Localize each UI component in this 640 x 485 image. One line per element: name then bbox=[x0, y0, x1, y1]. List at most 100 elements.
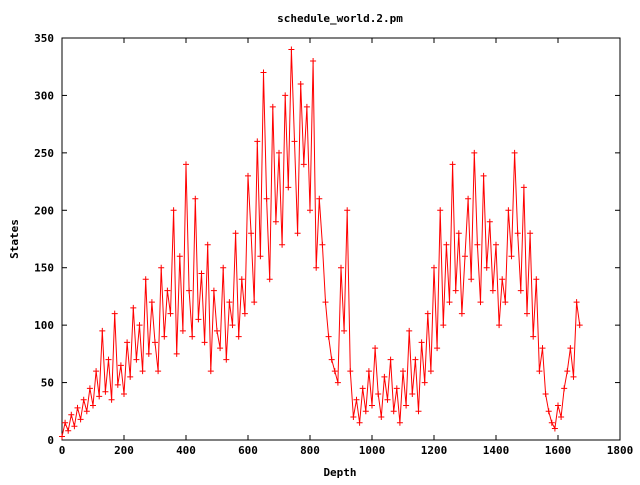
data-point bbox=[434, 345, 441, 352]
data-point bbox=[465, 195, 472, 202]
data-point bbox=[418, 339, 425, 346]
y-tick-label: 350 bbox=[34, 32, 54, 45]
data-point bbox=[406, 327, 413, 334]
data-point bbox=[334, 379, 341, 386]
data-point bbox=[424, 310, 431, 317]
data-point bbox=[201, 339, 208, 346]
data-point bbox=[307, 207, 313, 214]
data-point bbox=[558, 414, 565, 421]
data-point bbox=[502, 299, 509, 306]
x-tick-label: 800 bbox=[300, 444, 320, 457]
data-point bbox=[359, 385, 366, 392]
data-point bbox=[455, 230, 462, 237]
data-point bbox=[437, 207, 444, 214]
data-point bbox=[257, 253, 264, 260]
x-tick-label: 1600 bbox=[545, 444, 572, 457]
data-point bbox=[204, 241, 211, 248]
x-tick-label: 1000 bbox=[359, 444, 386, 457]
data-point bbox=[449, 161, 456, 168]
data-point bbox=[300, 161, 307, 168]
data-point bbox=[347, 368, 354, 375]
data-point bbox=[117, 362, 124, 369]
data-point bbox=[458, 310, 465, 317]
chart-title: schedule_world.2.pm bbox=[277, 12, 403, 25]
data-point bbox=[77, 416, 84, 423]
y-tick-label: 250 bbox=[34, 147, 54, 160]
data-point bbox=[474, 241, 481, 248]
data-point bbox=[266, 276, 273, 283]
x-axis: 0 200 400 600 800 1000 1200 1400 1600 1800 bbox=[59, 38, 633, 457]
data-point bbox=[489, 287, 496, 294]
data-point bbox=[179, 327, 186, 334]
data-point bbox=[387, 356, 394, 363]
data-point bbox=[539, 345, 546, 352]
data-point bbox=[245, 172, 251, 179]
data-point bbox=[499, 276, 506, 283]
data-point bbox=[477, 299, 484, 306]
data-point bbox=[527, 230, 534, 237]
data-point bbox=[400, 368, 406, 375]
data-point bbox=[353, 396, 360, 403]
data-point bbox=[80, 396, 87, 403]
data-point bbox=[86, 385, 93, 392]
data-point bbox=[93, 368, 100, 375]
data-point bbox=[164, 287, 171, 294]
data-point bbox=[260, 69, 267, 76]
data-point bbox=[133, 356, 140, 363]
data-point bbox=[223, 356, 230, 363]
data-point bbox=[229, 322, 236, 329]
data-point bbox=[362, 408, 369, 415]
data-point bbox=[480, 172, 487, 179]
data-point bbox=[288, 46, 295, 53]
data-point bbox=[186, 287, 193, 294]
data-point bbox=[241, 310, 248, 317]
data-point bbox=[71, 423, 78, 430]
x-tick-label: 1400 bbox=[483, 444, 510, 457]
data-point bbox=[90, 402, 96, 409]
data-point bbox=[378, 414, 385, 421]
data-point bbox=[328, 356, 335, 363]
data-point bbox=[232, 230, 239, 237]
data-point bbox=[344, 207, 351, 214]
data-point bbox=[421, 379, 428, 386]
data-point bbox=[322, 299, 329, 306]
data-point bbox=[555, 402, 561, 409]
data-point bbox=[462, 253, 468, 260]
data-point bbox=[331, 368, 338, 375]
data-point bbox=[356, 419, 363, 426]
data-point bbox=[279, 241, 286, 248]
x-axis-label: Depth bbox=[323, 466, 356, 479]
series-layer bbox=[59, 46, 583, 440]
data-point bbox=[483, 264, 490, 271]
data-point bbox=[59, 433, 65, 440]
data-point bbox=[248, 230, 255, 237]
data-point bbox=[102, 388, 109, 395]
data-point bbox=[226, 299, 233, 306]
data-point bbox=[520, 184, 527, 191]
data-point bbox=[576, 322, 583, 329]
data-point bbox=[372, 345, 379, 352]
data-point bbox=[139, 368, 146, 375]
data-point bbox=[551, 425, 558, 432]
data-point bbox=[542, 391, 549, 398]
data-point bbox=[396, 419, 403, 426]
data-point bbox=[130, 304, 137, 311]
data-point bbox=[564, 368, 571, 375]
data-point bbox=[561, 385, 568, 392]
data-point bbox=[220, 264, 227, 271]
data-point bbox=[291, 138, 298, 145]
data-point bbox=[409, 391, 416, 398]
y-tick-label: 200 bbox=[34, 204, 54, 217]
data-point bbox=[319, 241, 326, 248]
data-point bbox=[338, 264, 344, 271]
data-point bbox=[440, 322, 447, 329]
data-point bbox=[536, 368, 543, 375]
data-point bbox=[269, 103, 276, 110]
y-tick-label: 300 bbox=[34, 89, 54, 102]
data-point bbox=[431, 264, 437, 271]
y-axis: 0 50 100 150 200 250 300 350 bbox=[34, 32, 620, 447]
y-tick-label: 150 bbox=[34, 262, 54, 275]
data-point bbox=[446, 299, 453, 306]
series-line bbox=[61, 49, 581, 437]
